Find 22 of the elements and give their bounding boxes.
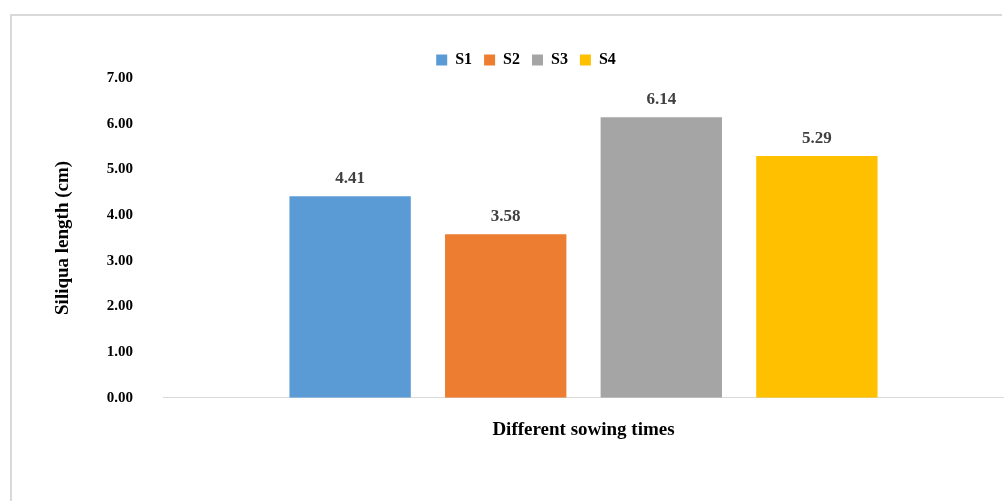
legend-label: S3: [551, 50, 568, 68]
legend-label: S1: [455, 50, 473, 68]
y-tick-label: 4.00: [106, 205, 133, 222]
bar: [445, 234, 567, 398]
bar: [756, 156, 878, 398]
data-label: 6.14: [646, 89, 677, 109]
x-axis-title: Different sowing times: [492, 417, 675, 439]
legend-label: S2: [503, 50, 521, 68]
bar: [600, 117, 722, 398]
y-tick-label: 1.00: [106, 342, 133, 359]
y-tick-label: 0.00: [106, 388, 133, 405]
data-label: 4.41: [335, 168, 365, 188]
y-tick-label: 2.00: [106, 297, 133, 314]
y-tick-label: 5.00: [106, 160, 133, 177]
data-label: 3.58: [490, 206, 521, 226]
data-label: 5.29: [802, 128, 832, 148]
legend-label: S4: [598, 50, 616, 68]
y-tick-label: 7.00: [106, 68, 133, 85]
y-tick-label: 6.00: [106, 114, 133, 131]
bar: [289, 196, 411, 398]
y-tick-label: 3.00: [106, 251, 133, 268]
y-axis-title: Siliqua length (cm): [51, 160, 74, 315]
